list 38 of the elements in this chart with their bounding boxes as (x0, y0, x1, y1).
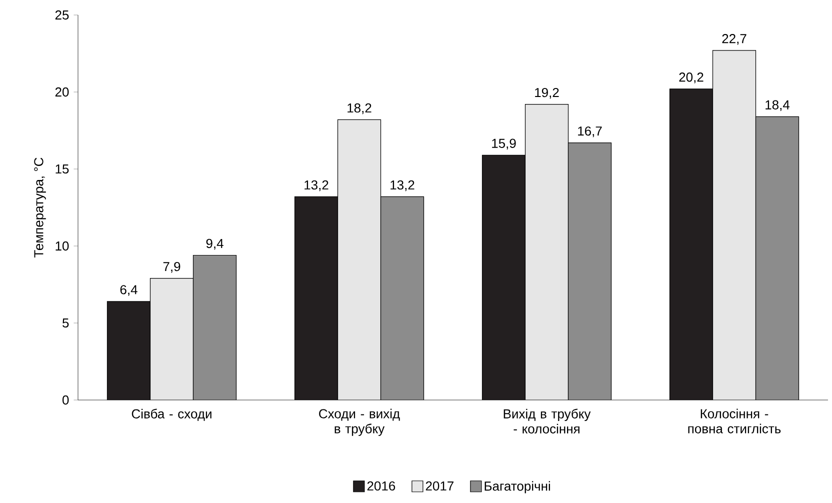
data-label: 15,9 (492, 138, 516, 150)
bar (294, 196, 338, 400)
y-axis-title: Температура, °C (34, 158, 46, 258)
data-label: 22,7 (722, 34, 746, 45)
bar (482, 155, 526, 400)
bar (107, 301, 150, 400)
y-tick-label: 20 (55, 87, 69, 97)
bar (525, 104, 568, 400)
data-label: 13,2 (304, 180, 328, 192)
x-tick-label: Сходи - вихід в трубку (319, 408, 400, 436)
x-tick-label: Сівба - сходи (132, 408, 212, 421)
legend-label: 2016 (367, 481, 396, 491)
bar (338, 120, 381, 400)
legend-label: Багаторічні (484, 481, 550, 494)
bar (712, 50, 756, 400)
data-label: 7,9 (163, 262, 180, 273)
bar (150, 278, 194, 400)
data-label: 20,2 (679, 72, 704, 84)
data-label: 18,4 (766, 100, 790, 111)
data-label: 13,2 (390, 180, 414, 192)
y-tick-label: 15 (56, 164, 69, 174)
y-tick-label: 10 (56, 241, 69, 251)
data-label: 18,2 (348, 103, 372, 114)
bar (755, 116, 800, 400)
data-label: 6,4 (120, 285, 138, 296)
data-label: 16,7 (578, 126, 602, 138)
bar (669, 88, 714, 400)
bar (568, 142, 612, 400)
y-tick-label: 5 (62, 318, 69, 328)
bar (193, 255, 236, 400)
legend-label: 2017 (426, 481, 454, 491)
data-label: 19,2 (535, 88, 559, 99)
x-tick-label: Колосіння - повна стиглість (688, 408, 781, 434)
data-label: 9,4 (206, 238, 224, 250)
bar (380, 196, 424, 400)
y-tick-label: 0 (62, 395, 69, 405)
x-tick-label: Вихід в трубку - колосіння (504, 408, 591, 434)
y-tick-label: 25 (55, 10, 69, 20)
